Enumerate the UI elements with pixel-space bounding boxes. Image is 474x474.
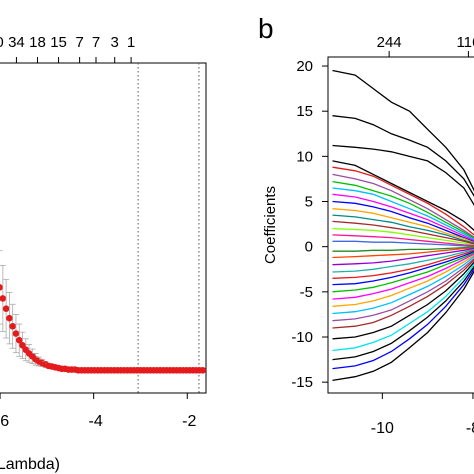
panel-b-coefficient-path (332, 227, 474, 246)
panel-a-data-point (199, 366, 207, 374)
panel-b-coefficient-plot: b 20 15 10 5 0 -5 -10 -15 -10 -8 244 116 Coefficient… (258, 13, 474, 437)
panel-a-top-tick-label: 7 (75, 34, 83, 51)
panel-a-data-point (0, 284, 3, 291)
panel-b-y-tick-label: -15 (291, 374, 313, 391)
panel-b-coefficient-path (332, 249, 474, 279)
panel-a-data-point (2, 305, 10, 312)
panel-a-data-point (15, 336, 23, 344)
panel-b-coefficient-path (332, 265, 474, 361)
panel-a-top-tick-label: 40 (0, 34, 4, 51)
panel-b-coefficient-path (332, 259, 474, 329)
panel-a-x-tick-label: -6 (0, 413, 9, 430)
panel-b-letter: b (258, 13, 274, 44)
panel-b-y-tick-label: -10 (291, 329, 313, 346)
panel-b-coefficient-path (332, 240, 474, 248)
panel-b-coefficient-path (332, 187, 474, 241)
panel-a-data-point (9, 322, 16, 330)
panel-b-coefficient-path (332, 144, 474, 206)
panel-b-coefficient-path (332, 193, 474, 242)
panel-b-x-tick-label: -8 (466, 420, 474, 437)
panel-a-cv-plot: -6-4-2403418157731Log(Lambda) (0, 34, 207, 473)
panel-b-top-tick-label: 244 (377, 34, 402, 51)
panel-b-coefficient-path (332, 257, 474, 322)
panel-a-top-tick-label: 7 (92, 34, 100, 51)
panel-b-coefficient-path (332, 267, 474, 370)
panel-b-coefficient-path (332, 270, 474, 382)
panel-b-y-tick-label: 0 (305, 239, 313, 256)
panel-b-top-tick-label: 116 (456, 34, 474, 51)
panel-b-coefficient-path (332, 248, 474, 273)
panel-a-x-tick-label: -2 (182, 413, 196, 430)
panel-a-top-tick-label: 3 (111, 34, 119, 51)
panel-b-y-tick-label: 15 (296, 103, 313, 120)
panel-b-coefficient-path (332, 261, 474, 340)
panel-a-x-axis-title: Log(Lambda) (0, 456, 60, 473)
panel-b-coefficient-path (332, 254, 474, 307)
panel-a-top-tick-label: 15 (50, 34, 67, 51)
panel-b-coefficient-path (332, 234, 474, 247)
panel-b-coefficient-path (332, 252, 474, 293)
panel-b-y-tick-label: 10 (296, 148, 313, 165)
panel-b-coefficient-path (332, 247, 474, 259)
panel-b-coefficient-path (332, 246, 474, 252)
panel-a-plot-frame (0, 62, 207, 394)
panel-b-coefficient-path (332, 69, 474, 192)
panel-b-coefficient-path (332, 200, 474, 243)
panel-b-y-tick-label: 5 (305, 194, 313, 211)
panel-b-coefficient-path (332, 115, 474, 197)
panel-b-x-tick-label: -10 (371, 420, 394, 437)
panel-b-coefficient-path (332, 160, 474, 231)
panel-b-y-tick-label: -5 (300, 284, 313, 301)
panel-b-plot-frame (327, 56, 474, 394)
panel-a-data-point (0, 295, 7, 302)
panel-a-top-tick-label: 18 (29, 34, 46, 51)
panel-b-coefficient-path (332, 247, 474, 266)
panel-b-coefficient-path (332, 253, 474, 300)
panel-a-data-point (6, 314, 13, 322)
panel-b-y-axis-title: Coefficients (262, 186, 279, 264)
panel-b-coefficient-path (332, 250, 474, 286)
panel-b-coefficient-path (332, 166, 474, 236)
panel-a-data-point (12, 330, 20, 337)
panel-b-y-tick-label: 20 (296, 58, 313, 75)
panel-a-top-tick-label: 1 (127, 34, 135, 51)
panel-b-coefficient-path (332, 214, 474, 244)
panel-b-coefficient-path (332, 220, 474, 245)
panel-b-coefficient-path (332, 255, 474, 315)
panel-b-coefficient-path (332, 180, 474, 240)
panel-b-coefficient-path (332, 263, 474, 352)
panel-a-top-tick-label: 34 (8, 34, 25, 51)
panel-a-x-tick-label: -4 (89, 413, 103, 430)
panel-b-coefficient-path (332, 208, 474, 244)
panel-b-coefficient-path (332, 173, 474, 238)
